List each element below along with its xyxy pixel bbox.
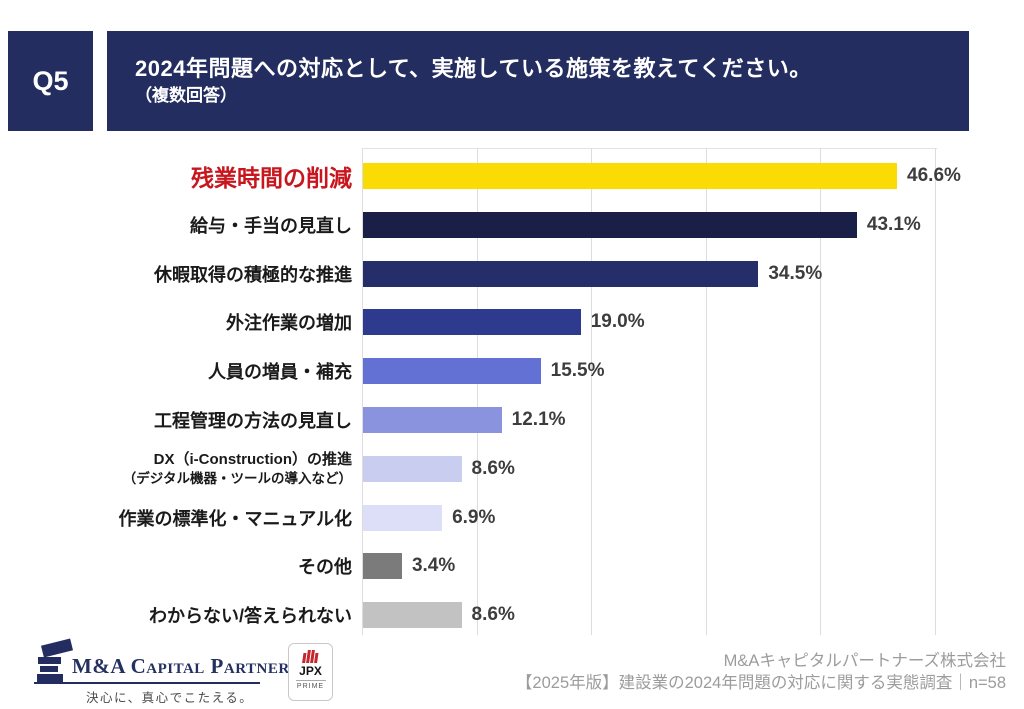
chart-row: その他 3.4% [0,553,1024,579]
ma-logo-underline [34,682,260,684]
ma-logo-tagline: 決心に、真心でこたえる。 [86,691,254,705]
plot-top-border [363,148,937,149]
chart-row: 外注作業の増加 19.0% [0,309,1024,335]
chart-row: DX（i-Construction）の推進 （デジタル機器・ツールの導入など） 8.… [0,451,1024,486]
bar [363,505,443,531]
jpx-prime-badge: JPX PRIME [288,643,333,701]
gridline [935,148,936,635]
category-label: 作業の標準化・マニュアル化 [118,509,352,529]
chart-row: わからない/答えられない 8.6% [0,602,1024,628]
category-label: 外注作業の増加 [226,313,352,333]
question-title: 2024年問題への対応として、実施している施策を教えてください。 [135,56,812,81]
question-number-box: Q5 [8,31,93,131]
value-label: 15.5% [550,360,605,381]
chart-row: 工程管理の方法の見直し 12.1% [0,407,1024,433]
chart-row: 休暇取得の積極的な推進 34.5% [0,261,1024,287]
gridline [591,148,593,635]
bar [363,309,581,335]
question-number: Q5 [32,65,69,96]
gridline [705,148,707,635]
ma-logo-mark-icon [36,638,74,682]
value-label: 6.9% [452,507,496,528]
category-label: DX（i-Construction）の推進 （デジタル機器・ツールの導入など） [122,451,352,486]
chart-row: 残業時間の削減 46.6% [0,163,1024,191]
jpx-divider [295,680,326,681]
bar [363,163,897,189]
category-label: 残業時間の削減 [191,165,352,191]
gridline [476,148,478,635]
question-title-bar: 2024年問題への対応として、実施している施策を教えてください。 （複数回答） [107,31,969,131]
value-label: 19.0% [590,311,645,332]
value-label: 3.4% [411,555,456,576]
chart-row: 人員の増員・補充 15.5% [0,358,1024,384]
category-label: 人員の増員・補充 [208,362,352,382]
bar [363,261,759,287]
value-label: 8.6% [471,604,515,625]
jpx-prime-label: PRIME [296,683,325,690]
bar [363,456,462,482]
jpx-bars-icon [302,650,319,663]
jpx-label: JPX [299,664,322,678]
source-block: M&Aキャピタルパートナーズ株式会社 【2025年版】建設業の2024年問題の対… [516,650,1006,695]
value-label: 46.6% [907,165,961,186]
source-survey: 【2025年版】建設業の2024年問題の対応に関する実態調査｜n=58 [515,674,1006,693]
value-label: 12.1% [511,409,566,430]
chart-row: 作業の標準化・マニュアル化 6.9% [0,505,1024,531]
value-label: 43.1% [866,214,921,235]
footer: M&A Capital Partners 決心に、真心でこたえる。 JPX PR… [0,630,1024,709]
bar [363,553,402,579]
ma-logo-text: M&A Capital Partners [72,654,299,678]
ma-capital-partners-logo: M&A Capital Partners 決心に、真心でこたえる。 [28,636,298,705]
category-label: 休暇取得の積極的な推進 [154,265,352,285]
value-label: 34.5% [768,263,823,284]
bar [363,358,541,384]
bar [363,407,502,433]
category-label: わからない/答えられない [149,606,352,626]
gridline [820,148,822,635]
gridline [362,148,363,635]
category-label: その他 [298,557,352,577]
chart-row: 給与・手当の見直し 43.1% [0,212,1024,238]
category-label: 給与・手当の見直し [190,216,352,236]
category-label: 工程管理の方法の見直し [154,411,352,431]
bar [363,212,857,238]
value-label: 8.6% [471,458,515,479]
question-subtitle: （複数回答） [135,86,237,105]
bar [363,602,462,628]
source-company: M&Aキャピタルパートナーズ株式会社 [723,652,1006,670]
